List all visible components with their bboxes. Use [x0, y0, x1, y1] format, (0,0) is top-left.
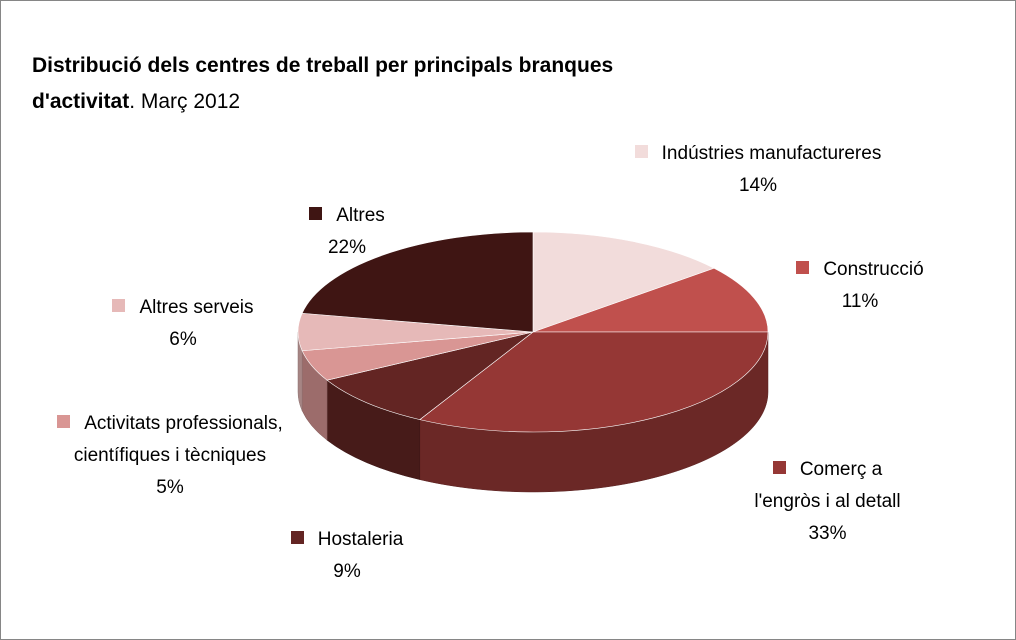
- value-label: 6%: [169, 329, 197, 350]
- legend-marker: [772, 461, 786, 474]
- data-label: Indústries manufactureres 14%: [628, 138, 888, 202]
- chart-title-block: Distribució dels centres de treball per …: [32, 48, 672, 120]
- legend-marker: [290, 531, 304, 544]
- chart-title: Distribució dels centres de treball per …: [32, 54, 614, 113]
- pie-slice: [326, 331, 534, 420]
- value-label: 5%: [156, 477, 184, 498]
- chart-subtitle: . Març 2012: [129, 90, 241, 113]
- data-label: Construcció 11%: [770, 254, 950, 318]
- category-label: Indústries manufactureres: [661, 143, 882, 164]
- pie-slice: [532, 231, 715, 333]
- category-label: Altres: [336, 205, 385, 226]
- value-label: 22%: [327, 237, 367, 258]
- legend-marker: [112, 299, 126, 312]
- category-label: Hostaleria: [317, 529, 404, 550]
- legend-marker: [796, 261, 810, 274]
- data-label: Activitats professionals, científiques i…: [40, 408, 300, 504]
- data-label: Hostaleria 9%: [262, 524, 432, 588]
- value-label: 14%: [738, 175, 778, 196]
- legend-marker: [57, 415, 71, 428]
- value-label: 11%: [841, 291, 879, 312]
- pie-slice: [301, 231, 534, 333]
- category-label: Comerç a l'engròs i al detall: [754, 459, 901, 512]
- category-label: Altres serveis: [139, 297, 254, 318]
- data-label: Comerç a l'engròs i al detall 33%: [740, 454, 915, 550]
- pie-slice: [419, 331, 769, 433]
- value-label: 9%: [333, 561, 361, 582]
- category-label: Activitats professionals, científiques i…: [73, 413, 283, 466]
- data-label: Altres 22%: [282, 200, 412, 264]
- value-label: 33%: [808, 523, 847, 544]
- pie-slice: [532, 267, 769, 333]
- category-label: Construcció: [823, 259, 924, 280]
- data-label: Altres serveis 6%: [78, 292, 288, 356]
- legend-marker: [634, 145, 648, 158]
- legend-marker: [309, 207, 323, 220]
